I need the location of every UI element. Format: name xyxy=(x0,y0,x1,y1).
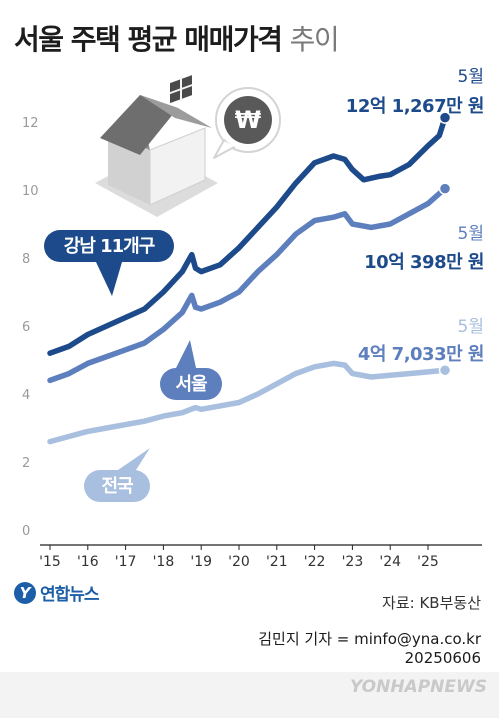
x-tick-label: '19 xyxy=(190,554,212,570)
reporter-line: 김민지 기자 = minfo@yna.co.kr xyxy=(258,630,481,648)
y-tick-label: 8 xyxy=(22,252,30,267)
footer-bar xyxy=(0,672,499,718)
x-tick-label: '15 xyxy=(39,554,61,570)
annotation-value: 10억 398만 원 xyxy=(364,252,484,273)
x-tick-label: '21 xyxy=(266,554,288,570)
series-line-전국 xyxy=(47,360,448,445)
series-label-text: 강남 11개구 xyxy=(64,236,155,257)
label-tail xyxy=(118,448,150,470)
y-tick-label: 10 xyxy=(22,184,39,199)
annotation-서울: 5월 10억 398만 원 xyxy=(364,224,484,273)
series-label-text: 서울 xyxy=(175,374,207,395)
y-tick-label: 12 xyxy=(22,116,39,131)
date-line: 20250606 xyxy=(404,649,481,667)
page-title: 서울 주택 평균 매매가격 추이 xyxy=(14,18,340,58)
series-end-point-강남-11개구 xyxy=(438,111,452,124)
x-tick-label: '25 xyxy=(417,554,439,570)
series-line-강남-11개구 xyxy=(47,114,448,356)
y-tick-label: 0 xyxy=(22,524,30,539)
label-bubble xyxy=(44,230,174,262)
label-tail xyxy=(96,262,122,296)
y-tick-label: 4 xyxy=(22,388,30,403)
series-label-전국: 전국 xyxy=(84,448,150,502)
series-label-강남-11개구: 강남 11개구 xyxy=(44,230,174,296)
series-end-point-전국 xyxy=(438,363,452,377)
x-tick-label: '20 xyxy=(228,554,250,570)
watermark: YONHAPNEWS xyxy=(349,677,487,697)
series-lines xyxy=(47,111,452,445)
annotation-value: 4억 7,033만 원 xyxy=(358,344,484,365)
y-tick-label: 6 xyxy=(22,320,30,335)
x-tick-label: '23 xyxy=(342,554,364,570)
annotation-강남-11개구: 5월 12억 1,267만 원 xyxy=(346,67,485,117)
annotation-month: 5월 xyxy=(458,317,484,337)
x-tick-label: '17 xyxy=(115,554,137,570)
annotation-month: 5월 xyxy=(458,67,484,87)
x-tick-label: '24 xyxy=(379,554,401,570)
logo-mark: Y xyxy=(14,581,36,604)
title-main: 서울 주택 평균 매매가격 xyxy=(14,23,283,56)
series-label-text: 전국 xyxy=(101,476,133,497)
annotation-month: 5월 xyxy=(458,224,484,244)
svg-text:₩: ₩ xyxy=(235,106,262,134)
yonhap-logo: Y 연합뉴스 xyxy=(14,580,100,605)
x-tick-label: '22 xyxy=(304,554,326,570)
x-tick-labels: '15 '16 '17 '18 '19 '20 '21 '22 '23 '24 '25 xyxy=(39,545,439,570)
annotation-전국: 5월 4억 7,033만 원 xyxy=(358,317,485,365)
label-tail xyxy=(176,340,196,368)
series-label-서울: 서울 xyxy=(160,340,222,400)
title-sub: 추이 xyxy=(289,23,340,56)
house-icon xyxy=(95,75,218,217)
series-end-point-서울 xyxy=(438,182,452,195)
x-tick-label: '16 xyxy=(77,554,99,570)
logo-name: 연합뉴스 xyxy=(40,585,100,605)
annotation-value: 12억 1,267만 원 xyxy=(346,96,484,117)
x-tick-label: '18 xyxy=(153,554,175,570)
source-note: 자료: KB부동산 xyxy=(382,594,481,612)
label-bubble xyxy=(160,368,222,400)
label-bubble xyxy=(84,470,150,502)
y-tick-labels: 0 2 4 6 8 10 12 xyxy=(22,116,39,539)
end-annotations: 5월 12억 1,267만 원 5월 10억 398만 원 5월 4억 7,033만 원 xyxy=(346,67,485,365)
y-tick-label: 2 xyxy=(22,456,30,471)
series-line-서울 xyxy=(47,185,448,384)
won-icon: ₩ xyxy=(213,87,281,159)
credit: 김민지 기자 = minfo@yna.co.kr 20250606 xyxy=(258,630,481,668)
